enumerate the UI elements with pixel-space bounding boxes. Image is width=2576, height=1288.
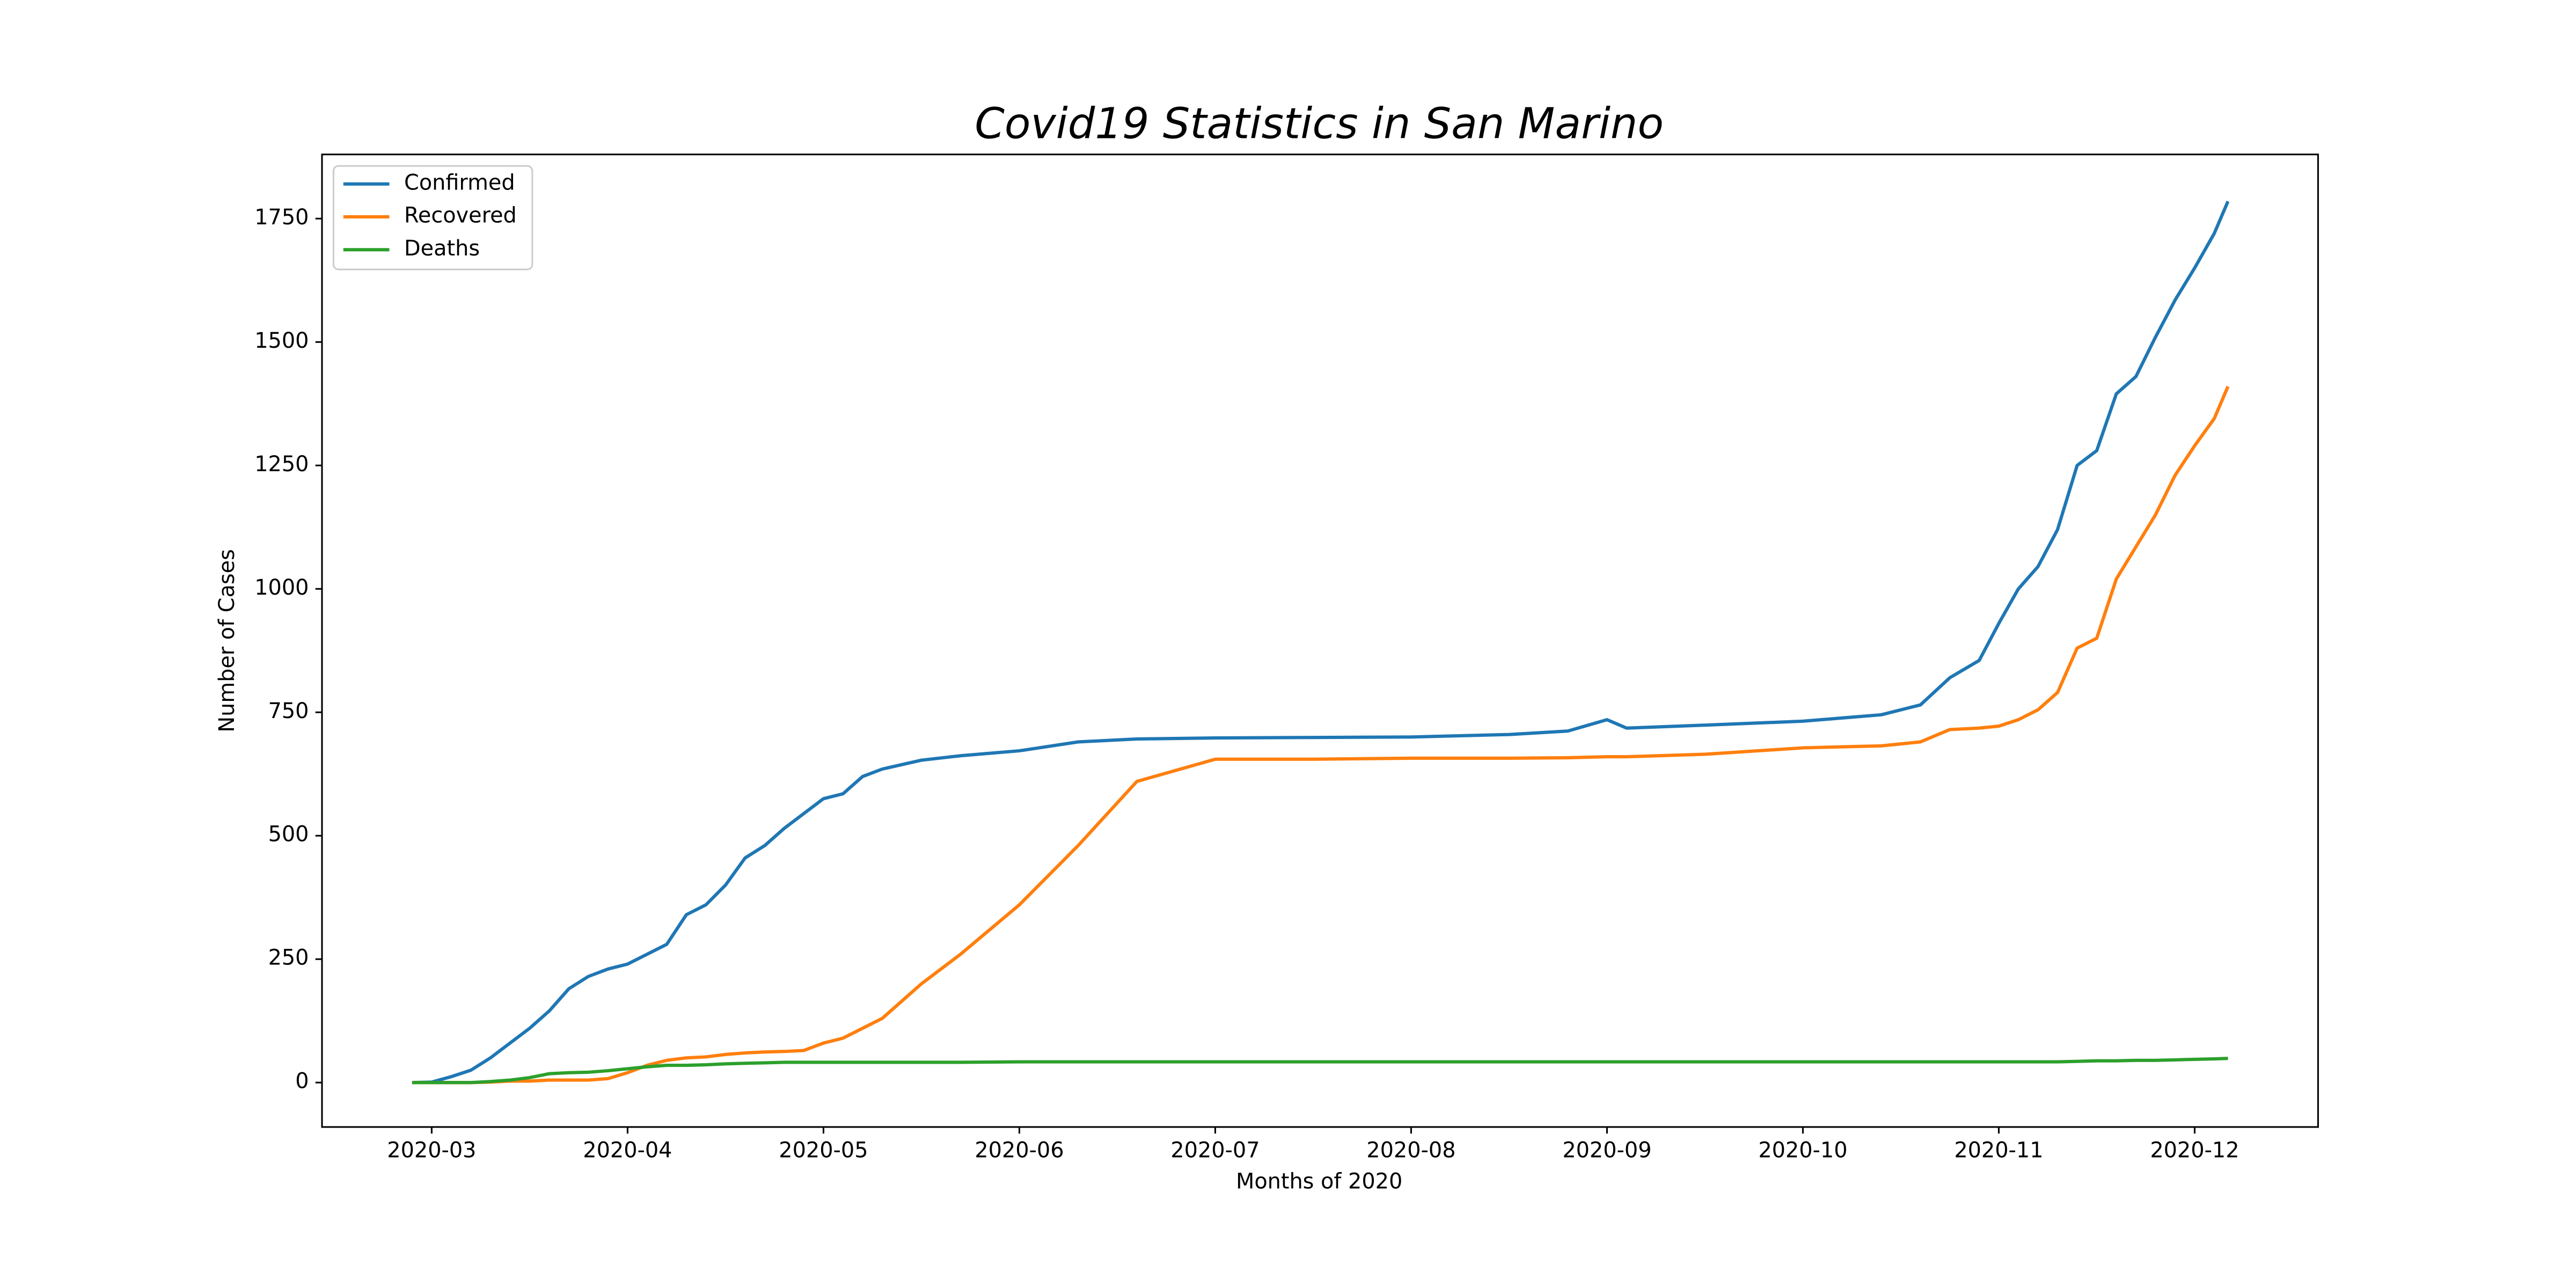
x-tick-label: 2020-06 bbox=[975, 1138, 1064, 1162]
legend-label: Recovered bbox=[404, 203, 517, 228]
legend-label: Confirmed bbox=[404, 170, 515, 195]
x-tick-label: 2020-10 bbox=[1758, 1138, 1847, 1162]
series-line bbox=[412, 385, 2230, 1085]
y-tick-label: 250 bbox=[268, 946, 309, 970]
x-tick-label: 2020-03 bbox=[387, 1138, 476, 1162]
y-tick-label: 0 bbox=[295, 1069, 309, 1094]
y-axis-label: Number of Cases bbox=[215, 549, 239, 733]
legend-box bbox=[332, 165, 533, 270]
x-tick-label: 2020-04 bbox=[583, 1138, 672, 1162]
series-line bbox=[412, 200, 2230, 1085]
x-tick-label: 2020-12 bbox=[2150, 1138, 2239, 1162]
x-tick-label: 2020-09 bbox=[1562, 1138, 1651, 1162]
y-tick-label: 1250 bbox=[254, 452, 309, 477]
x-tick-label: 2020-08 bbox=[1366, 1138, 1455, 1162]
series-line bbox=[412, 1057, 2228, 1085]
x-tick-label: 2020-07 bbox=[1170, 1138, 1260, 1162]
x-tick-label: 2020-11 bbox=[1954, 1138, 2043, 1162]
plot-frame bbox=[321, 153, 2319, 1128]
y-tick-label: 750 bbox=[268, 699, 309, 723]
chart-title: Covid19 Statistics in San Marino bbox=[975, 99, 1664, 149]
y-tick-label: 500 bbox=[268, 822, 309, 847]
legend-label: Deaths bbox=[404, 236, 480, 261]
y-tick-label: 1750 bbox=[254, 205, 309, 230]
y-tick-label: 1500 bbox=[254, 328, 309, 353]
y-tick-label: 1000 bbox=[254, 575, 309, 600]
x-tick-label: 2020-05 bbox=[779, 1138, 868, 1162]
x-axis-label: Months of 2020 bbox=[1236, 1169, 1402, 1194]
